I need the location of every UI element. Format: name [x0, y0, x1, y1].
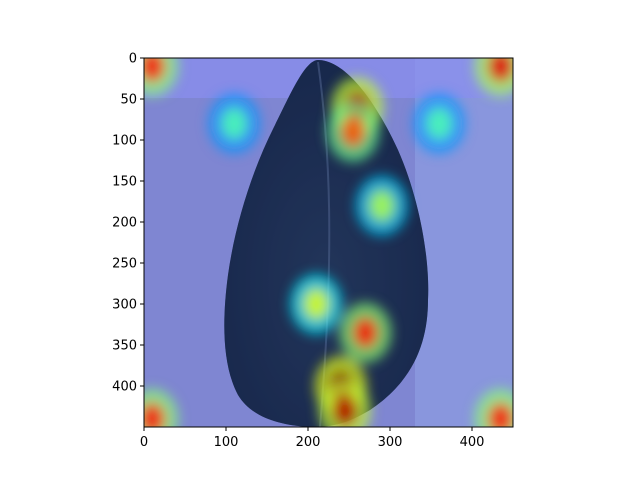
hotspot-9 — [303, 288, 330, 320]
axes-frame — [143, 57, 514, 428]
y-tick-label-350: 350 — [112, 339, 137, 354]
hotspot-12 — [426, 107, 453, 140]
y-tick-label-300: 300 — [112, 298, 137, 313]
hotspot-3 — [487, 402, 513, 427]
y-tick-label-250: 250 — [112, 257, 137, 272]
hotspot-10 — [368, 189, 395, 222]
hotspot-0 — [144, 58, 166, 83]
heatmap-hotspots — [144, 58, 513, 427]
hotspot-8 — [352, 316, 379, 349]
y-tick-label-100: 100 — [112, 134, 137, 149]
x-tick-label-400: 400 — [460, 435, 485, 450]
y-axis: 0 50 100 150 200 250 300 350 400 — [112, 52, 144, 395]
hotspot-2 — [144, 402, 166, 427]
x-tick-label-200: 200 — [296, 435, 321, 450]
y-tick-label-50: 50 — [120, 93, 137, 108]
hotspot-1 — [487, 58, 513, 83]
hotspot-7 — [331, 394, 358, 427]
hotspot-5 — [340, 115, 367, 148]
leaf-midrib — [317, 61, 331, 427]
y-tick-label-150: 150 — [112, 175, 137, 190]
x-axis: 0 100 200 300 400 — [140, 427, 485, 450]
x-tick-label-100: 100 — [214, 435, 239, 450]
y-tick-label-0: 0 — [129, 52, 137, 67]
x-tick-label-0: 0 — [140, 435, 148, 450]
y-tick-label-200: 200 — [112, 216, 137, 231]
x-tick-label-300: 300 — [378, 435, 403, 450]
y-tick-label-400: 400 — [112, 380, 137, 395]
hotspot-11 — [221, 107, 248, 140]
